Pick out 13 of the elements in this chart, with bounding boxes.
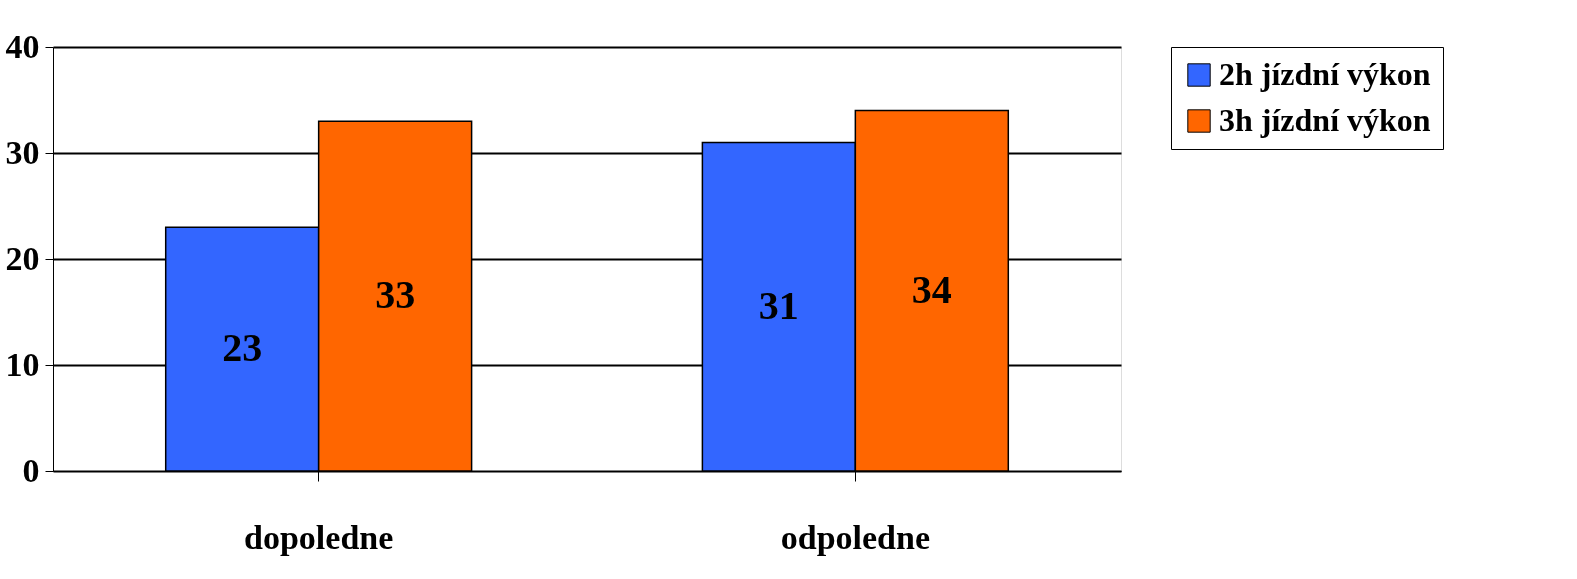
y-tick-label: 30 [5,133,40,171]
y-tick-label: 10 [5,345,40,383]
data-label: 31 [758,282,799,328]
data-label: 23 [222,325,263,371]
legend-label: 2h jízdní výkon [1219,56,1431,92]
x-tick-label: dopoledne [244,518,394,556]
legend-label: 3h jízdní výkon [1219,102,1431,138]
y-tick-label: 0 [22,451,40,489]
y-tick-label: 20 [5,239,40,277]
y-tick-label: 40 [5,27,40,65]
data-label: 33 [375,272,416,318]
data-label: 34 [911,266,952,312]
x-tick-label: odpoledne [780,518,930,556]
